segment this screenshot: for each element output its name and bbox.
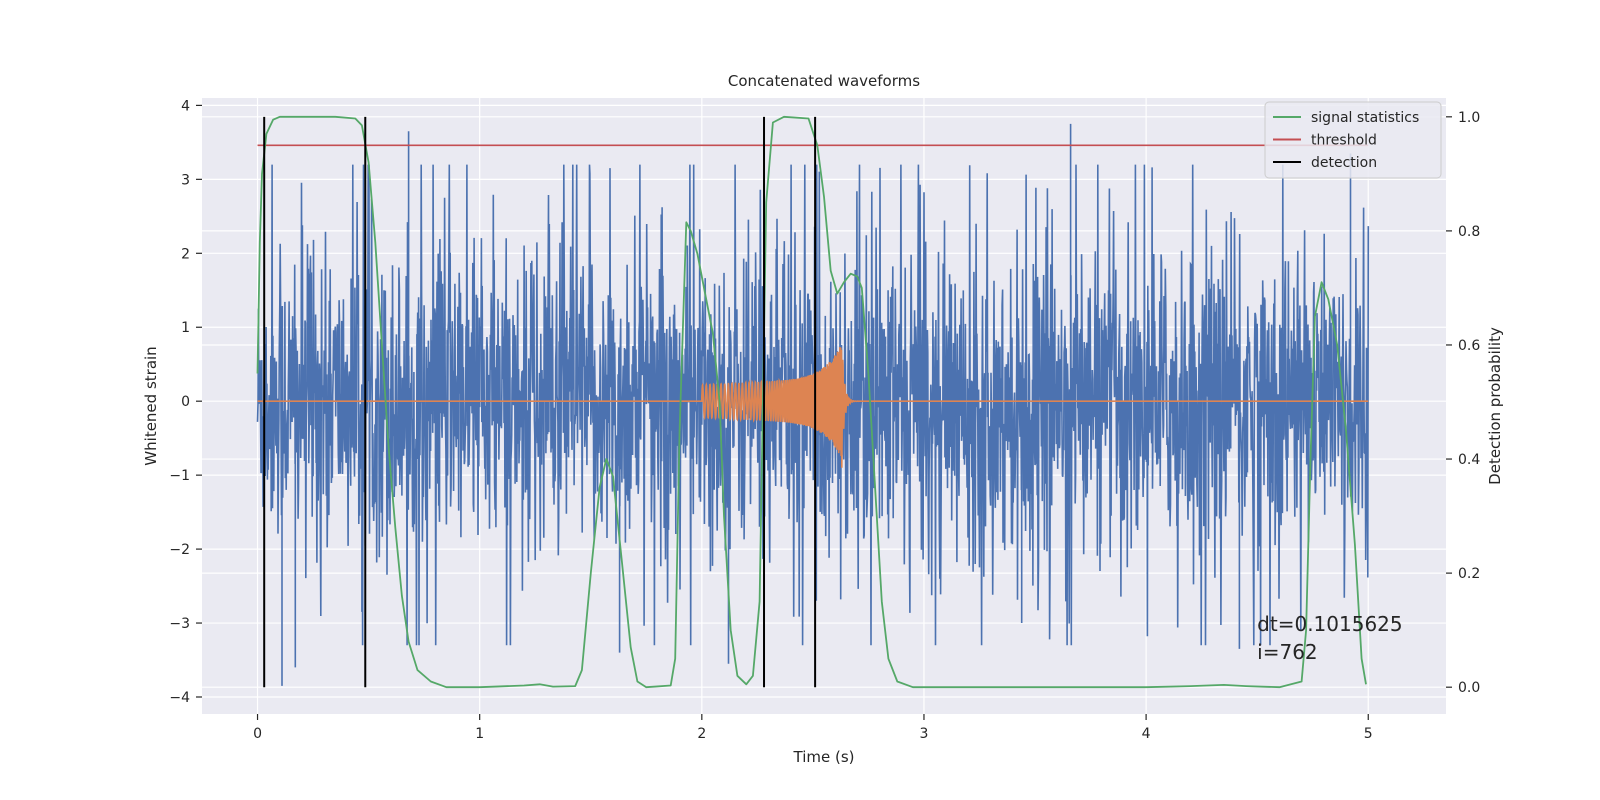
annotation-line: i=762: [1257, 640, 1318, 664]
x-tick-label: 3: [920, 726, 929, 742]
y-tick-label: 0: [181, 394, 190, 410]
annotation-text: dt=0.1015625 i=762: [1257, 612, 1402, 664]
y-tick-label: −1: [169, 468, 190, 484]
template-waveform-line: [257, 347, 1369, 468]
x-tick-label: 4: [1142, 726, 1151, 742]
y-tick-label: −3: [169, 616, 190, 632]
signal-statistics-line: [256, 115, 1367, 689]
y-tick-label: −2: [169, 542, 190, 558]
y2-tick-label: 0.0: [1458, 680, 1480, 696]
x-tick-label: 1: [475, 726, 484, 742]
y2-tick-label: 0.6: [1458, 338, 1480, 354]
legend-label: detection: [1311, 155, 1377, 171]
y-axis-left: −4 −3 −2 −1 0 1 2 3 4: [169, 98, 202, 706]
legend-label: threshold: [1311, 133, 1377, 149]
y2-tick-label: 0.8: [1458, 224, 1480, 240]
plot-content: [256, 115, 1370, 689]
y-axis-label: Whitened strain: [142, 346, 160, 465]
y2-tick-label: 0.4: [1458, 452, 1480, 468]
y2-tick-label: 0.2: [1458, 566, 1480, 582]
annotation-line: dt=0.1015625: [1257, 612, 1402, 636]
y-tick-label: −4: [169, 690, 190, 706]
x-axis-label: Time (s): [793, 748, 855, 766]
y-tick-label: 2: [181, 246, 190, 262]
x-tick-label: 0: [253, 726, 262, 742]
x-tick-label: 5: [1364, 726, 1373, 742]
chart-title: Concatenated waveforms: [728, 72, 920, 90]
y-tick-label: 1: [181, 320, 190, 336]
y-tick-label: 3: [181, 172, 190, 188]
y2-axis-label: Detection probability: [1486, 327, 1504, 485]
x-axis: 0 1 2 3 4 5: [253, 714, 1373, 742]
legend-label: signal statistics: [1311, 110, 1419, 126]
y-tick-label: 4: [181, 98, 190, 114]
y-axis-right: 0.0 0.2 0.4 0.6 0.8 1.0: [1446, 110, 1480, 696]
legend-box: [1264, 101, 1442, 179]
y2-tick-label: 1.0: [1458, 110, 1480, 126]
legend: signal statistics threshold detection: [1264, 101, 1442, 179]
x-tick-label: 2: [697, 726, 706, 742]
strain-noise-line: [256, 123, 1370, 686]
